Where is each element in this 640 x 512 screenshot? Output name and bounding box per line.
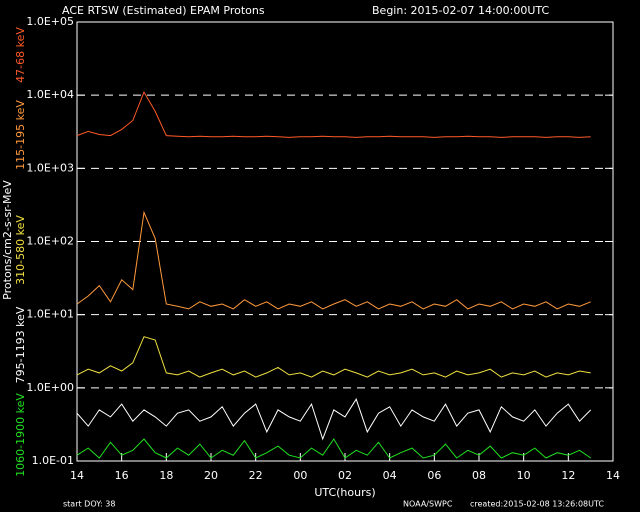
x-tick-label: 06	[427, 469, 441, 482]
series-line	[76, 438, 591, 459]
x-axis-label: UTC(hours)	[314, 486, 375, 499]
footer-doy: start DOY: 38	[63, 500, 115, 509]
y-tick-label: 1.0E+05	[26, 15, 74, 28]
y-tick-label: 1.0E+01	[26, 308, 74, 321]
footer-source: NOAA/SWPC	[403, 500, 453, 509]
x-tick-label: 16	[115, 469, 129, 482]
x-tick-label: 00	[293, 469, 307, 482]
x-tick-label: 14	[70, 469, 84, 482]
y-axis-label: Protons/cm2-s-sr-MeV	[1, 180, 14, 300]
series-line	[76, 90, 591, 138]
x-tick-label: 14	[606, 469, 620, 482]
series-line	[76, 398, 592, 441]
y-tick-label: 1.0E+03	[26, 161, 74, 174]
x-tick-label: 10	[517, 469, 531, 482]
series-line	[76, 210, 591, 310]
legend-label: 47-68 keV	[14, 27, 27, 83]
plot-frame	[76, 21, 614, 462]
chart-title: ACE RTSW (Estimated) EPAM Protons	[62, 4, 265, 17]
x-tick-label: 08	[472, 469, 486, 482]
x-tick-label: 18	[159, 469, 173, 482]
legend-label: 795-1193 keV	[14, 306, 27, 383]
legend-label: 310-580 keV	[14, 215, 27, 285]
series-line	[76, 336, 591, 378]
y-tick-label: 1.0E+00	[26, 381, 74, 394]
y-tick-label: 1.0E+02	[26, 235, 74, 248]
y-tick-label: 1.0E+04	[26, 88, 74, 101]
x-tick-label: 12	[561, 469, 575, 482]
x-tick-label: 20	[204, 469, 218, 482]
x-tick-label: 22	[249, 469, 263, 482]
legend-label: 1060-1900 keV	[14, 393, 27, 477]
x-tick-label: 04	[383, 469, 397, 482]
legend-label: 115-195 keV	[14, 100, 27, 170]
y-tick-label: 1.0E-01	[32, 454, 74, 467]
footer-created: created:2015-02-08 13:26:08UTC	[470, 500, 604, 509]
x-tick-label: 02	[338, 469, 352, 482]
chart-subtitle: Begin: 2015-02-07 14:00:00UTC	[372, 4, 549, 17]
